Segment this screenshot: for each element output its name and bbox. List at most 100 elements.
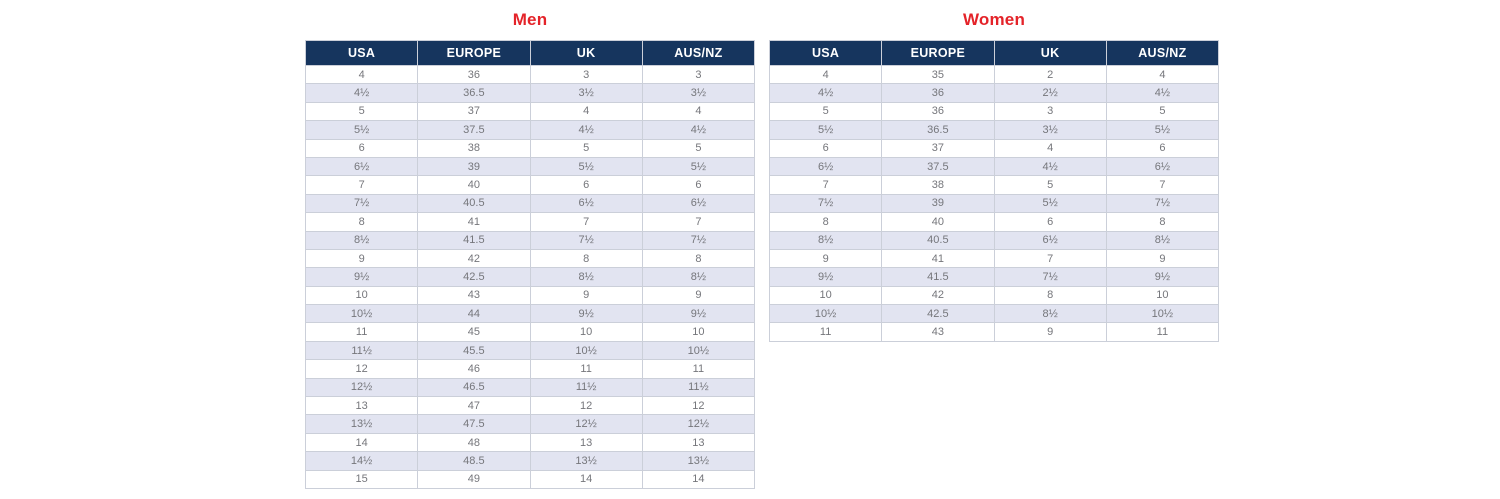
women-table-title: Women [962,10,1026,29]
size-cell: 6½ [529,193,643,214]
size-cell: 4 [993,138,1107,158]
size-cell: 13 [529,432,643,453]
size-cell: 8 [529,248,643,269]
size-cell: 6½ [641,193,756,214]
size-cell: 8½ [641,267,756,287]
size-cell: 12 [641,396,756,416]
size-cell: 12 [304,359,419,379]
size-cell: 4½ [641,120,756,140]
size-cell: 48 [417,432,531,453]
table-row: 4½ 36 2½ 4½ [768,83,1220,103]
size-cell: 4 [529,101,643,122]
column-header: AUS/NZ [641,40,756,66]
size-cell: 10½ [304,304,419,324]
column-header: USA [304,40,419,66]
size-cell: 7½ [641,230,756,250]
size-cell: 14 [529,469,643,489]
size-cell: 7 [1105,175,1220,195]
size-cell: 8½ [993,304,1107,324]
size-cell: 9½ [304,267,419,287]
table-row: 15 49 14 14 [304,469,756,489]
size-cell: 9½ [641,304,756,324]
size-cell: 6½ [304,156,419,177]
women-size-table: USA EUROPE UK AUS/NZ 4 35 2 4 4½ 36 2½ 4½ 5 36 3 5 5½ 36… [768,40,1220,342]
size-cell: 36.5 [417,83,531,103]
table-row: 6 37 4 6 [768,138,1220,158]
size-cell: 11 [304,322,419,342]
size-cell: 9½ [1105,267,1220,287]
size-cell: 11½ [641,377,756,398]
column-header: AUS/NZ [1105,40,1220,66]
table-row: 13 47 12 12 [304,396,756,416]
size-cell: 40 [417,175,531,195]
size-cell: 7 [993,248,1107,269]
size-cell: 11½ [529,377,643,398]
size-cell: 8 [641,248,756,269]
size-cell: 12½ [641,414,756,434]
size-cell: 10½ [641,340,756,361]
size-cell: 8½ [1105,230,1220,250]
size-cell: 13 [641,432,756,453]
column-header: EUROPE [881,40,995,66]
size-cell: 3½ [641,83,756,103]
size-cell: 6 [768,138,883,158]
size-cell: 9 [768,248,883,269]
column-header: UK [993,40,1107,66]
table-row: 14 48 13 13 [304,432,756,453]
size-cell: 3½ [529,83,643,103]
size-cell: 38 [417,138,531,158]
size-cell: 7½ [993,267,1107,287]
table-row: 11 43 9 11 [768,322,1220,342]
size-cell: 42.5 [417,267,531,287]
size-cell: 15 [304,469,419,489]
table-row: 14½ 48.5 13½ 13½ [304,451,756,471]
size-cell: 13½ [641,451,756,471]
size-cell: 7 [304,175,419,195]
table-row: 6½ 39 5½ 5½ [304,156,756,177]
size-cell: 14 [641,469,756,489]
size-cell: 4½ [304,83,419,103]
size-cell: 11 [641,359,756,379]
men-table-title: Men [512,10,548,29]
size-cell: 4½ [1105,83,1220,103]
size-cell: 8 [1105,212,1220,232]
women-size-chart-section: Women USA EUROPE UK AUS/NZ 4 35 2 4 4½ 36 2½ 4½ 5 36… [768,0,1220,342]
size-cell: 5½ [768,120,883,140]
table-row: 7 40 6 6 [304,175,756,195]
size-cell: 41 [881,248,995,269]
size-cell: 9 [304,248,419,269]
table-row: 10 42 8 10 [768,285,1220,306]
table-row: 6 38 5 5 [304,138,756,158]
table-row: 12 46 11 11 [304,359,756,379]
size-cell: 37.5 [881,156,995,177]
size-cell: 36 [417,64,531,85]
size-cell: 6½ [768,156,883,177]
size-cell: 36.5 [881,120,995,140]
size-cell: 8 [993,285,1107,306]
size-cell: 48.5 [417,451,531,471]
size-cell: 10 [304,285,419,306]
table-row: 10½ 42.5 8½ 10½ [768,304,1220,324]
size-cell: 14½ [304,451,419,471]
size-cell: 4½ [768,83,883,103]
size-cell: 45.5 [417,340,531,361]
size-cell: 43 [881,322,995,342]
size-cell: 10 [1105,285,1220,306]
size-cell: 40 [881,212,995,232]
size-cell: 39 [417,156,531,177]
size-cell: 38 [881,175,995,195]
size-cell: 4½ [529,120,643,140]
table-row: 8½ 41.5 7½ 7½ [304,230,756,250]
size-cell: 5 [1105,101,1220,122]
table-row: 8 41 7 7 [304,212,756,232]
size-cell: 47.5 [417,414,531,434]
column-header: EUROPE [417,40,531,66]
size-cell: 8½ [529,267,643,287]
table-row: 5 36 3 5 [768,101,1220,122]
table-row: 11 45 10 10 [304,322,756,342]
size-cell: 14 [304,432,419,453]
size-cell: 46.5 [417,377,531,398]
size-cell: 13½ [304,414,419,434]
size-cell: 7½ [304,193,419,214]
size-cell: 5½ [641,156,756,177]
